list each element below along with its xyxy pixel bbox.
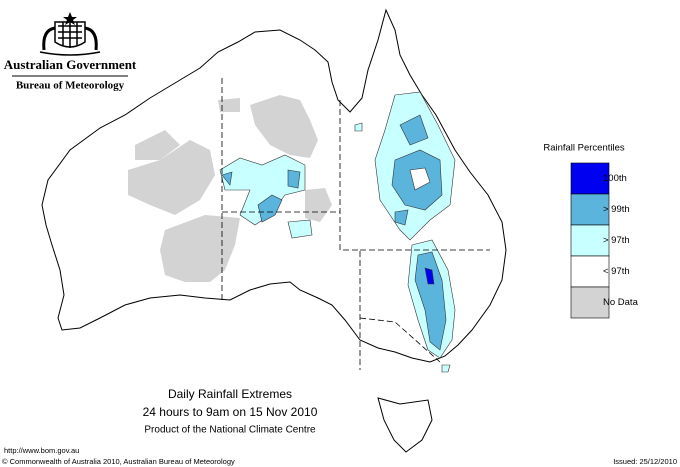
- legend-label: > 97th: [603, 235, 630, 246]
- no-data-area: [305, 188, 332, 222]
- legend-label: No Data: [603, 297, 639, 308]
- rain-97: [354, 122, 451, 373]
- no-data-area: [135, 130, 180, 160]
- rain-97: [219, 154, 306, 226]
- rain-areas: [219, 91, 456, 373]
- footer-url: http://www.bom.gov.au: [4, 446, 79, 455]
- no-data-area: [160, 215, 240, 282]
- legend-swatch: [570, 224, 610, 257]
- no-data-area: [218, 98, 240, 112]
- border: [359, 317, 441, 363]
- state-borders: [221, 78, 490, 370]
- caption-period: 24 hours to 9am on 15 Nov 2010: [143, 405, 318, 419]
- rain-99: [414, 251, 447, 351]
- agency-name: Australian Government: [4, 57, 137, 72]
- rain-below: [409, 167, 431, 191]
- rain-97: [287, 219, 313, 239]
- no-data-area: [250, 95, 318, 158]
- legend-label: < 97th: [603, 266, 630, 277]
- map: [41, 8, 507, 453]
- legend-swatch: [570, 255, 610, 288]
- legend-swatch: [570, 193, 610, 226]
- caption-product: Product of the National Climate Centre: [144, 425, 316, 436]
- footer-issued: Issued: 25/12/2010: [613, 457, 677, 466]
- rain-100: [424, 267, 435, 285]
- caption-title: Daily Rainfall Extremes: [168, 387, 292, 401]
- legend-label: 100th: [603, 173, 627, 184]
- legend: 100th > 99th > 97th < 97th No Data: [570, 162, 639, 319]
- legend-swatch: [570, 286, 610, 319]
- tasmania: [377, 397, 433, 453]
- footer-copyright: © Commonwealth of Australia 2010, Austra…: [2, 457, 235, 466]
- border: [339, 100, 361, 370]
- legend-title: Rainfall Percentiles: [543, 143, 625, 154]
- crest: [39, 12, 101, 56]
- no-data-areas: [128, 95, 332, 282]
- bureau-name: Bureau of Meteorology: [16, 80, 125, 92]
- no-data-area: [128, 140, 215, 215]
- legend-label: > 99th: [603, 204, 630, 215]
